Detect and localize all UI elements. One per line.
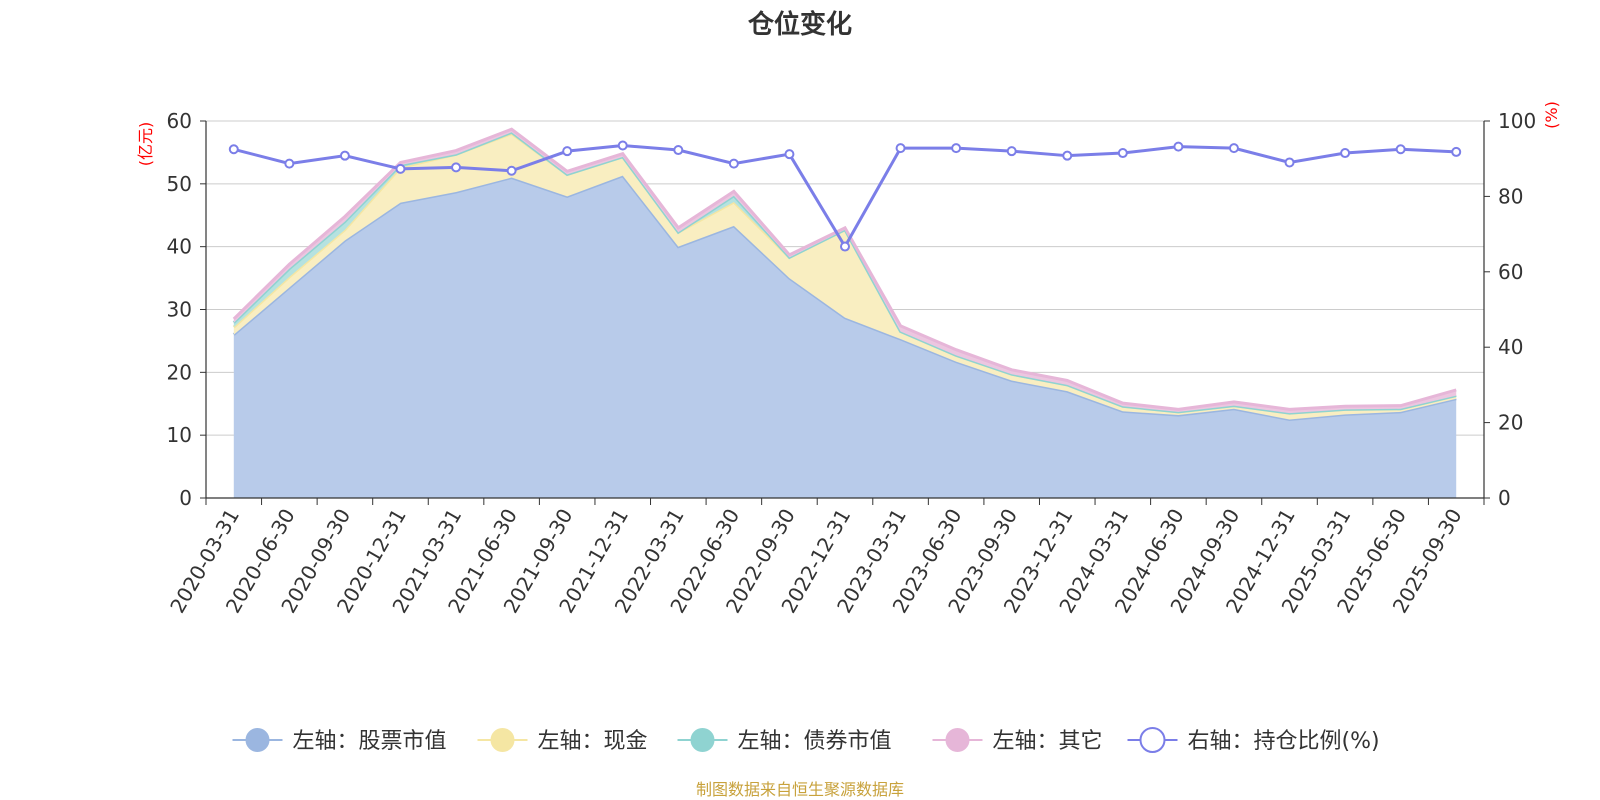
- left-tick-label: 50: [167, 172, 192, 196]
- legend-item: 右轴：持仓比例(%): [1127, 727, 1380, 754]
- legend: 左轴：股票市值 左轴：现金 左轴：债券市值 左轴：其它 右轴：持仓比例(%): [232, 727, 1380, 754]
- right-axis-unit: (%): [1542, 101, 1561, 129]
- ratio-point: [673, 145, 684, 156]
- ratio-point: [728, 158, 739, 169]
- legend-item: 左轴：债券市值: [677, 728, 892, 754]
- left-tick-label: 0: [179, 486, 192, 510]
- ratio-point: [1395, 144, 1406, 155]
- right-tick-label: 100: [1498, 109, 1536, 133]
- right-tick-label: 0: [1498, 486, 1511, 510]
- ratio-point: [895, 143, 906, 154]
- right-tick-label: 80: [1498, 184, 1523, 208]
- ratio-point: [1173, 141, 1184, 152]
- area-2: [233, 133, 1457, 420]
- ratio-point: [451, 162, 462, 173]
- ratio-point: [1062, 150, 1073, 161]
- stacked-areas: [232, 127, 1457, 499]
- ratio-point: [228, 144, 239, 155]
- ratio-point: [1006, 146, 1017, 157]
- left-tick-label: 30: [167, 298, 192, 322]
- ratio-point: [784, 149, 795, 160]
- ratio-point: [951, 143, 962, 154]
- ratio-line-series: [228, 140, 1462, 252]
- area-line-4: [232, 127, 1457, 411]
- left-tick-label: 40: [167, 235, 192, 259]
- left-axis-unit: (亿元): [136, 122, 155, 167]
- right-tick-label: 60: [1498, 260, 1523, 284]
- ratio-point: [1340, 148, 1351, 159]
- ratio-point: [395, 163, 406, 174]
- right-tick-label: 20: [1498, 411, 1523, 435]
- legend-marker: [490, 728, 515, 752]
- ratio-point: [1451, 146, 1462, 157]
- data-source-note: 制图数据来自恒生聚源数据库: [696, 780, 904, 799]
- ratio-point: [506, 165, 517, 176]
- ratio-point: [339, 150, 350, 161]
- ratio-point: [284, 158, 295, 169]
- ratio-point: [562, 146, 573, 157]
- legend-marker: [945, 728, 970, 752]
- right-tick-label: 40: [1498, 335, 1523, 359]
- legend-item: 左轴：其它: [932, 728, 1103, 754]
- legend-marker: [245, 728, 270, 752]
- legend-label: 左轴：债券市值: [738, 729, 892, 754]
- ratio-point: [1228, 143, 1239, 154]
- ratio-point: [1284, 157, 1295, 168]
- legend-label: 左轴：其它: [993, 729, 1103, 754]
- left-tick-label: 60: [167, 109, 192, 133]
- ratio-point: [840, 241, 850, 252]
- legend-item: 左轴：股票市值: [232, 728, 447, 754]
- legend-label: 左轴：股票市值: [293, 729, 447, 754]
- ratio-point: [1117, 148, 1128, 159]
- left-tick-label: 20: [167, 360, 192, 384]
- chart-title: 仓位变化: [747, 9, 852, 40]
- legend-label: 左轴：现金: [538, 729, 648, 754]
- legend-label: 右轴：持仓比例(%): [1188, 729, 1380, 754]
- legend-marker: [1139, 727, 1166, 753]
- left-tick-label: 10: [167, 423, 192, 447]
- legend-item: 左轴：现金: [477, 728, 648, 754]
- ratio-point: [617, 140, 628, 151]
- legend-marker: [690, 728, 715, 752]
- area-1: [233, 175, 1457, 499]
